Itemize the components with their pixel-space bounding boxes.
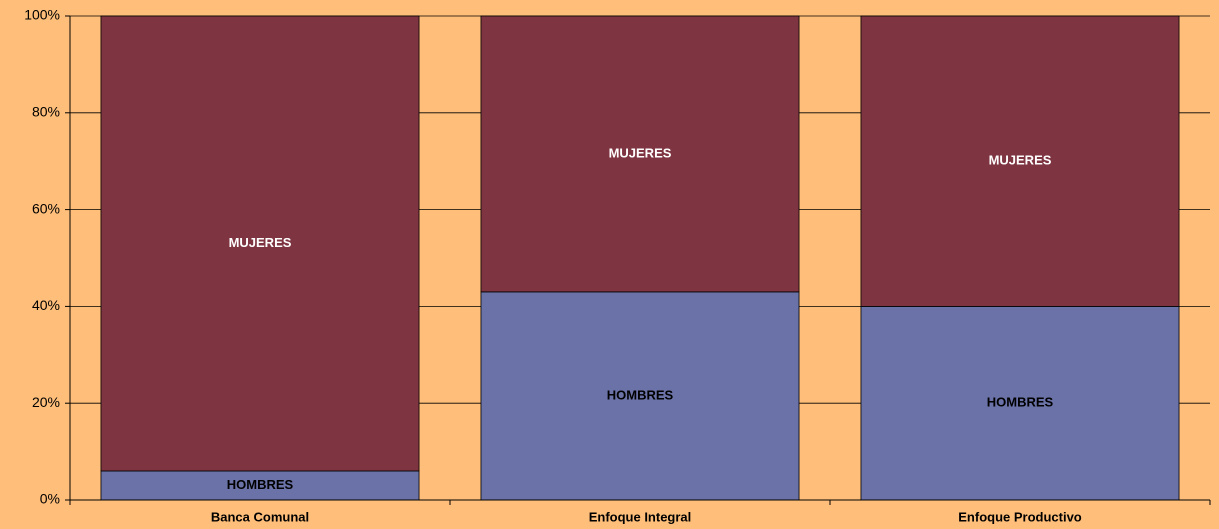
- x-tick-label: Banca Comunal: [211, 509, 309, 524]
- bar-segment: [480, 15, 800, 293]
- y-tick-label: 40%: [32, 297, 60, 313]
- data-label: HOMBRES: [607, 387, 674, 402]
- bar-segment: [100, 470, 420, 501]
- data-label: MUJERES: [989, 153, 1052, 168]
- y-tick-label: 80%: [32, 104, 60, 120]
- bar-segment: [100, 15, 420, 472]
- bar-segment: [860, 15, 1180, 307]
- y-tick-label: 60%: [32, 200, 60, 216]
- bar-segment: [480, 291, 800, 501]
- data-label: HOMBRES: [987, 395, 1054, 410]
- x-tick-label: Enfoque Integral: [589, 509, 692, 524]
- bar-segment: [860, 305, 1180, 501]
- y-tick-label: 20%: [32, 394, 60, 410]
- y-tick-label: 100%: [24, 7, 60, 23]
- y-tick-label: 0%: [40, 491, 60, 507]
- data-label: MUJERES: [609, 145, 672, 160]
- data-label: HOMBRES: [227, 477, 294, 492]
- x-tick-label: Enfoque Productivo: [958, 509, 1082, 524]
- data-label: MUJERES: [229, 235, 292, 250]
